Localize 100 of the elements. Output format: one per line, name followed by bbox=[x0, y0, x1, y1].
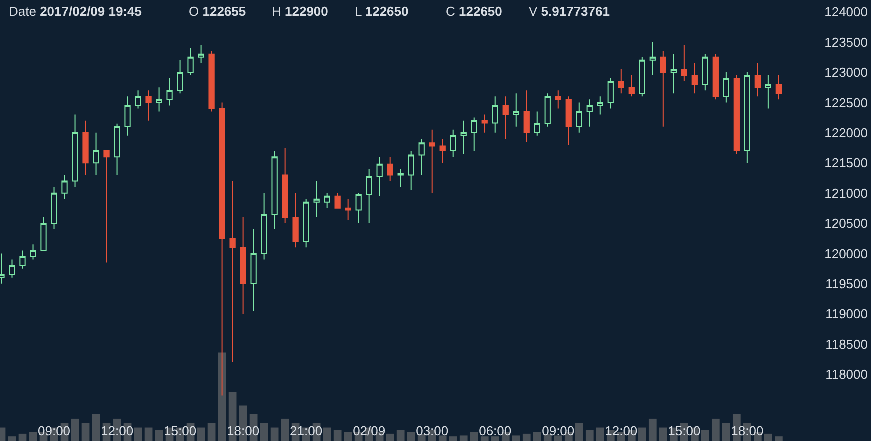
bar bbox=[470, 432, 478, 441]
candlestick bbox=[124, 96, 131, 136]
candlestick bbox=[345, 198, 352, 221]
bar bbox=[260, 423, 268, 441]
bar bbox=[722, 423, 730, 441]
candlestick bbox=[51, 186, 58, 230]
candlestick bbox=[544, 93, 551, 128]
candlestick bbox=[261, 192, 268, 260]
candlestick bbox=[366, 168, 372, 224]
bar bbox=[638, 428, 646, 441]
x-tick-label: 02/09 bbox=[353, 423, 386, 438]
candlestick bbox=[72, 114, 78, 188]
candlestick bbox=[198, 44, 204, 64]
candlestick bbox=[166, 78, 173, 106]
candlestick bbox=[460, 120, 467, 155]
candlestick bbox=[670, 54, 677, 94]
candlestick bbox=[104, 150, 110, 264]
candlestick bbox=[576, 102, 582, 134]
bar bbox=[281, 418, 290, 441]
candlestick bbox=[650, 42, 656, 76]
candlestick bbox=[524, 90, 530, 142]
bar bbox=[774, 436, 783, 441]
candlestick bbox=[744, 72, 750, 164]
candlestick bbox=[692, 62, 698, 94]
candlestick bbox=[30, 244, 36, 260]
annotation: C 122650 bbox=[446, 4, 502, 19]
candlestick bbox=[471, 117, 478, 152]
candlestick bbox=[450, 129, 456, 158]
candlestick bbox=[492, 96, 498, 134]
candlestick bbox=[639, 56, 646, 98]
candlestick bbox=[702, 54, 708, 92]
annotation: H 122900 bbox=[272, 4, 328, 19]
candlestick bbox=[272, 150, 278, 230]
bar bbox=[586, 430, 594, 441]
candlestick bbox=[292, 192, 299, 248]
candlestick bbox=[418, 138, 425, 176]
bar bbox=[29, 432, 38, 441]
bar bbox=[764, 434, 772, 441]
candlestick bbox=[114, 123, 120, 176]
bar bbox=[155, 430, 164, 441]
candlestick bbox=[208, 50, 215, 112]
candlestick bbox=[608, 78, 614, 110]
candlestick bbox=[566, 96, 572, 146]
bar bbox=[522, 434, 531, 441]
bar bbox=[208, 423, 216, 441]
candlestick bbox=[230, 180, 236, 363]
candlestick bbox=[314, 180, 320, 218]
x-tick-label: 15:00 bbox=[164, 423, 197, 438]
y-tick-label: 123000 bbox=[824, 65, 868, 80]
candlestick bbox=[712, 54, 719, 100]
x-tick-label: 03:00 bbox=[416, 423, 449, 438]
candlestick bbox=[376, 156, 383, 197]
candlestick bbox=[398, 168, 404, 188]
candlestick bbox=[156, 87, 162, 112]
bar bbox=[701, 430, 710, 441]
candlestick bbox=[303, 198, 310, 248]
bar bbox=[344, 432, 352, 441]
bar bbox=[596, 428, 604, 441]
candlestick bbox=[754, 62, 761, 98]
candlestick bbox=[282, 148, 288, 224]
y-tick-label: 123500 bbox=[824, 34, 868, 50]
x-tick-label: 09:00 bbox=[542, 423, 575, 438]
x-tick-label: 18:00 bbox=[731, 423, 764, 438]
candlestick bbox=[135, 90, 142, 110]
candlestick bbox=[250, 229, 257, 312]
x-tick-label: 12:00 bbox=[605, 423, 638, 438]
candlestick bbox=[765, 75, 772, 110]
candlestick bbox=[188, 48, 194, 76]
candlestick bbox=[9, 259, 16, 278]
annotation: Date 2017/02/09 19:45 bbox=[9, 4, 142, 19]
bar bbox=[438, 436, 447, 441]
candlestick bbox=[555, 90, 562, 110]
bar bbox=[512, 436, 520, 441]
y-tick-label: 121500 bbox=[824, 156, 868, 171]
candlestick bbox=[356, 192, 362, 224]
candlestick bbox=[660, 50, 666, 128]
annotation: O 122655 bbox=[189, 4, 246, 19]
candlestick bbox=[40, 216, 47, 252]
y-tick-label: 120000 bbox=[824, 246, 868, 262]
bar bbox=[449, 436, 458, 441]
x-tick-label: 12:00 bbox=[101, 423, 134, 438]
candlestick bbox=[628, 75, 635, 98]
y-tick-label: 119000 bbox=[826, 306, 868, 322]
x-tick-label: 06:00 bbox=[479, 423, 512, 438]
bar bbox=[18, 434, 27, 441]
bar bbox=[82, 423, 90, 441]
candlestick bbox=[776, 75, 782, 100]
candlestick bbox=[618, 68, 624, 94]
y-tick-label: 118000 bbox=[826, 367, 868, 382]
bar bbox=[396, 430, 405, 441]
candlestick bbox=[324, 192, 330, 209]
y-tick-label: 121000 bbox=[824, 186, 868, 201]
candlestick bbox=[734, 75, 740, 155]
bar bbox=[407, 432, 416, 441]
x-tick-label: 15:00 bbox=[668, 423, 701, 438]
bar bbox=[575, 423, 584, 441]
candlestick bbox=[513, 93, 520, 128]
bar bbox=[533, 432, 542, 441]
candlestick bbox=[93, 132, 100, 176]
candlestick bbox=[502, 96, 509, 140]
